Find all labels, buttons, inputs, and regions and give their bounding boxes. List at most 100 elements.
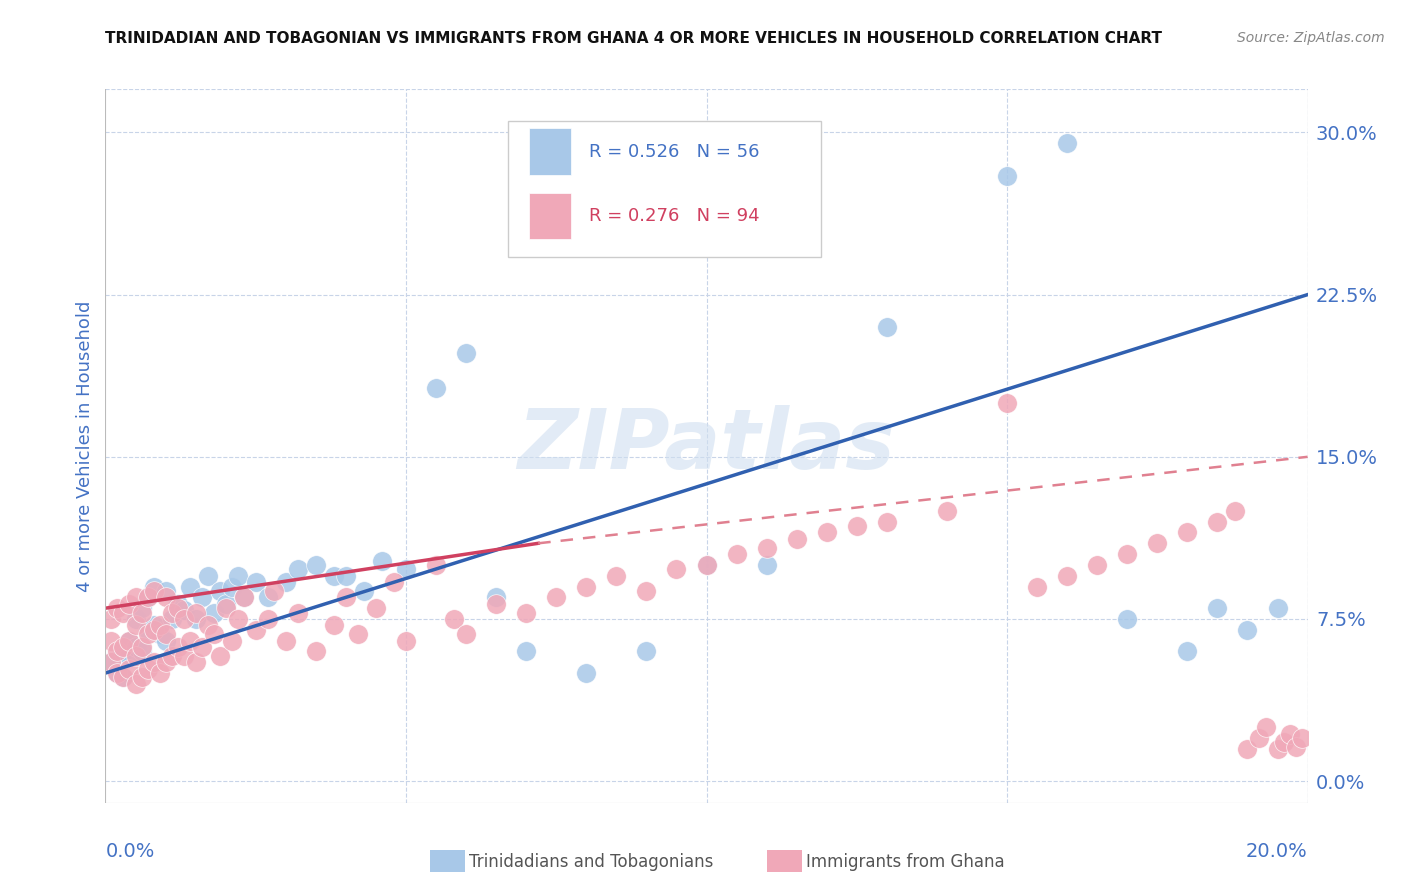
Point bbox=[142, 580, 165, 594]
Point bbox=[136, 627, 159, 641]
Point bbox=[118, 662, 141, 676]
Point bbox=[142, 618, 165, 632]
Point bbox=[131, 601, 153, 615]
Point bbox=[1026, 580, 1049, 594]
Point bbox=[148, 618, 170, 632]
Point bbox=[124, 618, 146, 632]
Point bbox=[155, 655, 177, 669]
Point bbox=[124, 612, 146, 626]
Point bbox=[131, 640, 153, 654]
Text: Source: ZipAtlas.com: Source: ZipAtlas.com bbox=[1237, 31, 1385, 45]
Point bbox=[256, 612, 278, 626]
Point bbox=[1267, 601, 1289, 615]
Point bbox=[287, 562, 309, 576]
Point bbox=[155, 633, 177, 648]
Point bbox=[155, 583, 177, 598]
Point bbox=[173, 648, 195, 663]
Point bbox=[112, 670, 135, 684]
Point bbox=[1272, 735, 1295, 749]
Point bbox=[124, 648, 146, 663]
Point bbox=[142, 655, 165, 669]
Point bbox=[214, 601, 236, 615]
Point bbox=[786, 532, 808, 546]
Point bbox=[347, 627, 370, 641]
Point bbox=[305, 644, 328, 658]
Point bbox=[107, 666, 129, 681]
Text: Immigrants from Ghana: Immigrants from Ghana bbox=[806, 853, 1005, 871]
Point bbox=[197, 568, 219, 582]
Point bbox=[1225, 504, 1247, 518]
Point bbox=[755, 558, 778, 572]
Point bbox=[148, 666, 170, 681]
Point bbox=[208, 583, 231, 598]
Point bbox=[605, 568, 627, 582]
Point bbox=[245, 623, 267, 637]
Point bbox=[1116, 612, 1139, 626]
Point bbox=[485, 597, 508, 611]
Point bbox=[1146, 536, 1168, 550]
Point bbox=[221, 633, 243, 648]
Point bbox=[936, 504, 959, 518]
Point bbox=[395, 633, 418, 648]
Point bbox=[1206, 515, 1229, 529]
Text: R = 0.276   N = 94: R = 0.276 N = 94 bbox=[589, 207, 759, 225]
Point bbox=[142, 623, 165, 637]
FancyBboxPatch shape bbox=[529, 193, 571, 239]
Text: Trinidadians and Tobagonians: Trinidadians and Tobagonians bbox=[470, 853, 714, 871]
Point bbox=[845, 519, 868, 533]
Point bbox=[166, 597, 188, 611]
Point bbox=[100, 633, 122, 648]
Point bbox=[1267, 741, 1289, 756]
Point bbox=[166, 601, 188, 615]
Point bbox=[876, 320, 898, 334]
Point bbox=[1284, 739, 1306, 754]
Point bbox=[395, 562, 418, 576]
Point bbox=[335, 568, 357, 582]
Point bbox=[425, 558, 447, 572]
Text: R = 0.526   N = 56: R = 0.526 N = 56 bbox=[589, 143, 759, 161]
Point bbox=[112, 606, 135, 620]
Point bbox=[184, 655, 207, 669]
Point bbox=[124, 591, 146, 605]
Point bbox=[287, 606, 309, 620]
Point bbox=[107, 644, 129, 658]
Point bbox=[124, 640, 146, 654]
Point bbox=[274, 633, 297, 648]
Point bbox=[100, 655, 122, 669]
Point bbox=[221, 580, 243, 594]
FancyBboxPatch shape bbox=[529, 128, 571, 175]
Point bbox=[274, 575, 297, 590]
Point bbox=[226, 568, 249, 582]
Point bbox=[100, 612, 122, 626]
Point bbox=[100, 655, 122, 669]
Point bbox=[1175, 644, 1198, 658]
Point bbox=[184, 612, 207, 626]
Point bbox=[245, 575, 267, 590]
Point bbox=[256, 591, 278, 605]
Point bbox=[160, 606, 183, 620]
Point bbox=[696, 558, 718, 572]
Point bbox=[148, 627, 170, 641]
Point bbox=[155, 627, 177, 641]
Point bbox=[190, 591, 212, 605]
Point bbox=[364, 601, 387, 615]
Point bbox=[696, 558, 718, 572]
Point bbox=[1236, 741, 1258, 756]
Point bbox=[335, 591, 357, 605]
Point bbox=[131, 670, 153, 684]
Point bbox=[197, 618, 219, 632]
Point bbox=[112, 644, 135, 658]
Point bbox=[575, 580, 598, 594]
Point bbox=[371, 553, 394, 567]
Point bbox=[1085, 558, 1108, 572]
Point bbox=[1236, 623, 1258, 637]
Point bbox=[815, 525, 838, 540]
Point bbox=[173, 612, 195, 626]
Text: ZIPatlas: ZIPatlas bbox=[517, 406, 896, 486]
Point bbox=[136, 591, 159, 605]
Point bbox=[515, 606, 537, 620]
Point bbox=[263, 583, 285, 598]
Point bbox=[155, 591, 177, 605]
Point bbox=[179, 633, 201, 648]
Point bbox=[142, 583, 165, 598]
